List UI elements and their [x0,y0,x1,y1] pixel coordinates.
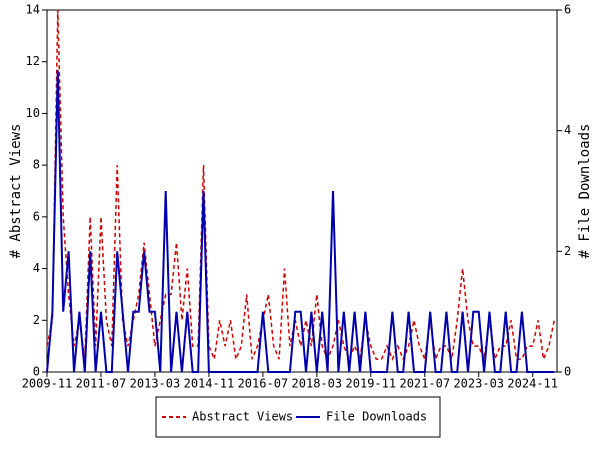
series-line [46,70,555,373]
x-tick-label: 2014-11 [184,377,235,391]
legend-label: File Downloads [326,410,427,424]
y-tick-label: 10 [26,106,40,120]
x-tick-label: 2016-07 [238,377,289,391]
y2-axis-title: # File Downloads [577,124,593,259]
x-tick-label: 2011-07 [76,377,127,391]
y2-tick-label: 4 [564,123,571,137]
x-tick-label: 2013-03 [130,377,181,391]
x-tick-label: 2019-11 [346,377,397,391]
y-tick-label: 4 [33,261,40,275]
x-tick-label: 2021-07 [399,377,450,391]
y-tick-label: 6 [33,209,40,223]
series-line [46,9,556,362]
legend [155,396,441,438]
y-tick-label: 8 [33,158,40,172]
y-tick-label: 12 [26,54,40,68]
y2-tick-label: 6 [564,3,571,17]
x-tick-label: 2024-11 [507,377,558,391]
legend-label: Abstract Views [192,410,293,424]
x-tick-label: 2023-03 [453,377,504,391]
y2-tick-label: 2 [564,244,571,258]
y2-tick-label: 0 [564,365,571,379]
y-tick-label: 2 [33,313,40,327]
y-tick-label: 0 [33,365,40,379]
x-tick-label: 2018-03 [292,377,343,391]
y-tick-label: 14 [26,3,40,17]
plot-frame [46,9,558,373]
x-tick-label: 2009-11 [22,377,73,391]
y-axis-title: # Abstract Views [8,124,24,259]
